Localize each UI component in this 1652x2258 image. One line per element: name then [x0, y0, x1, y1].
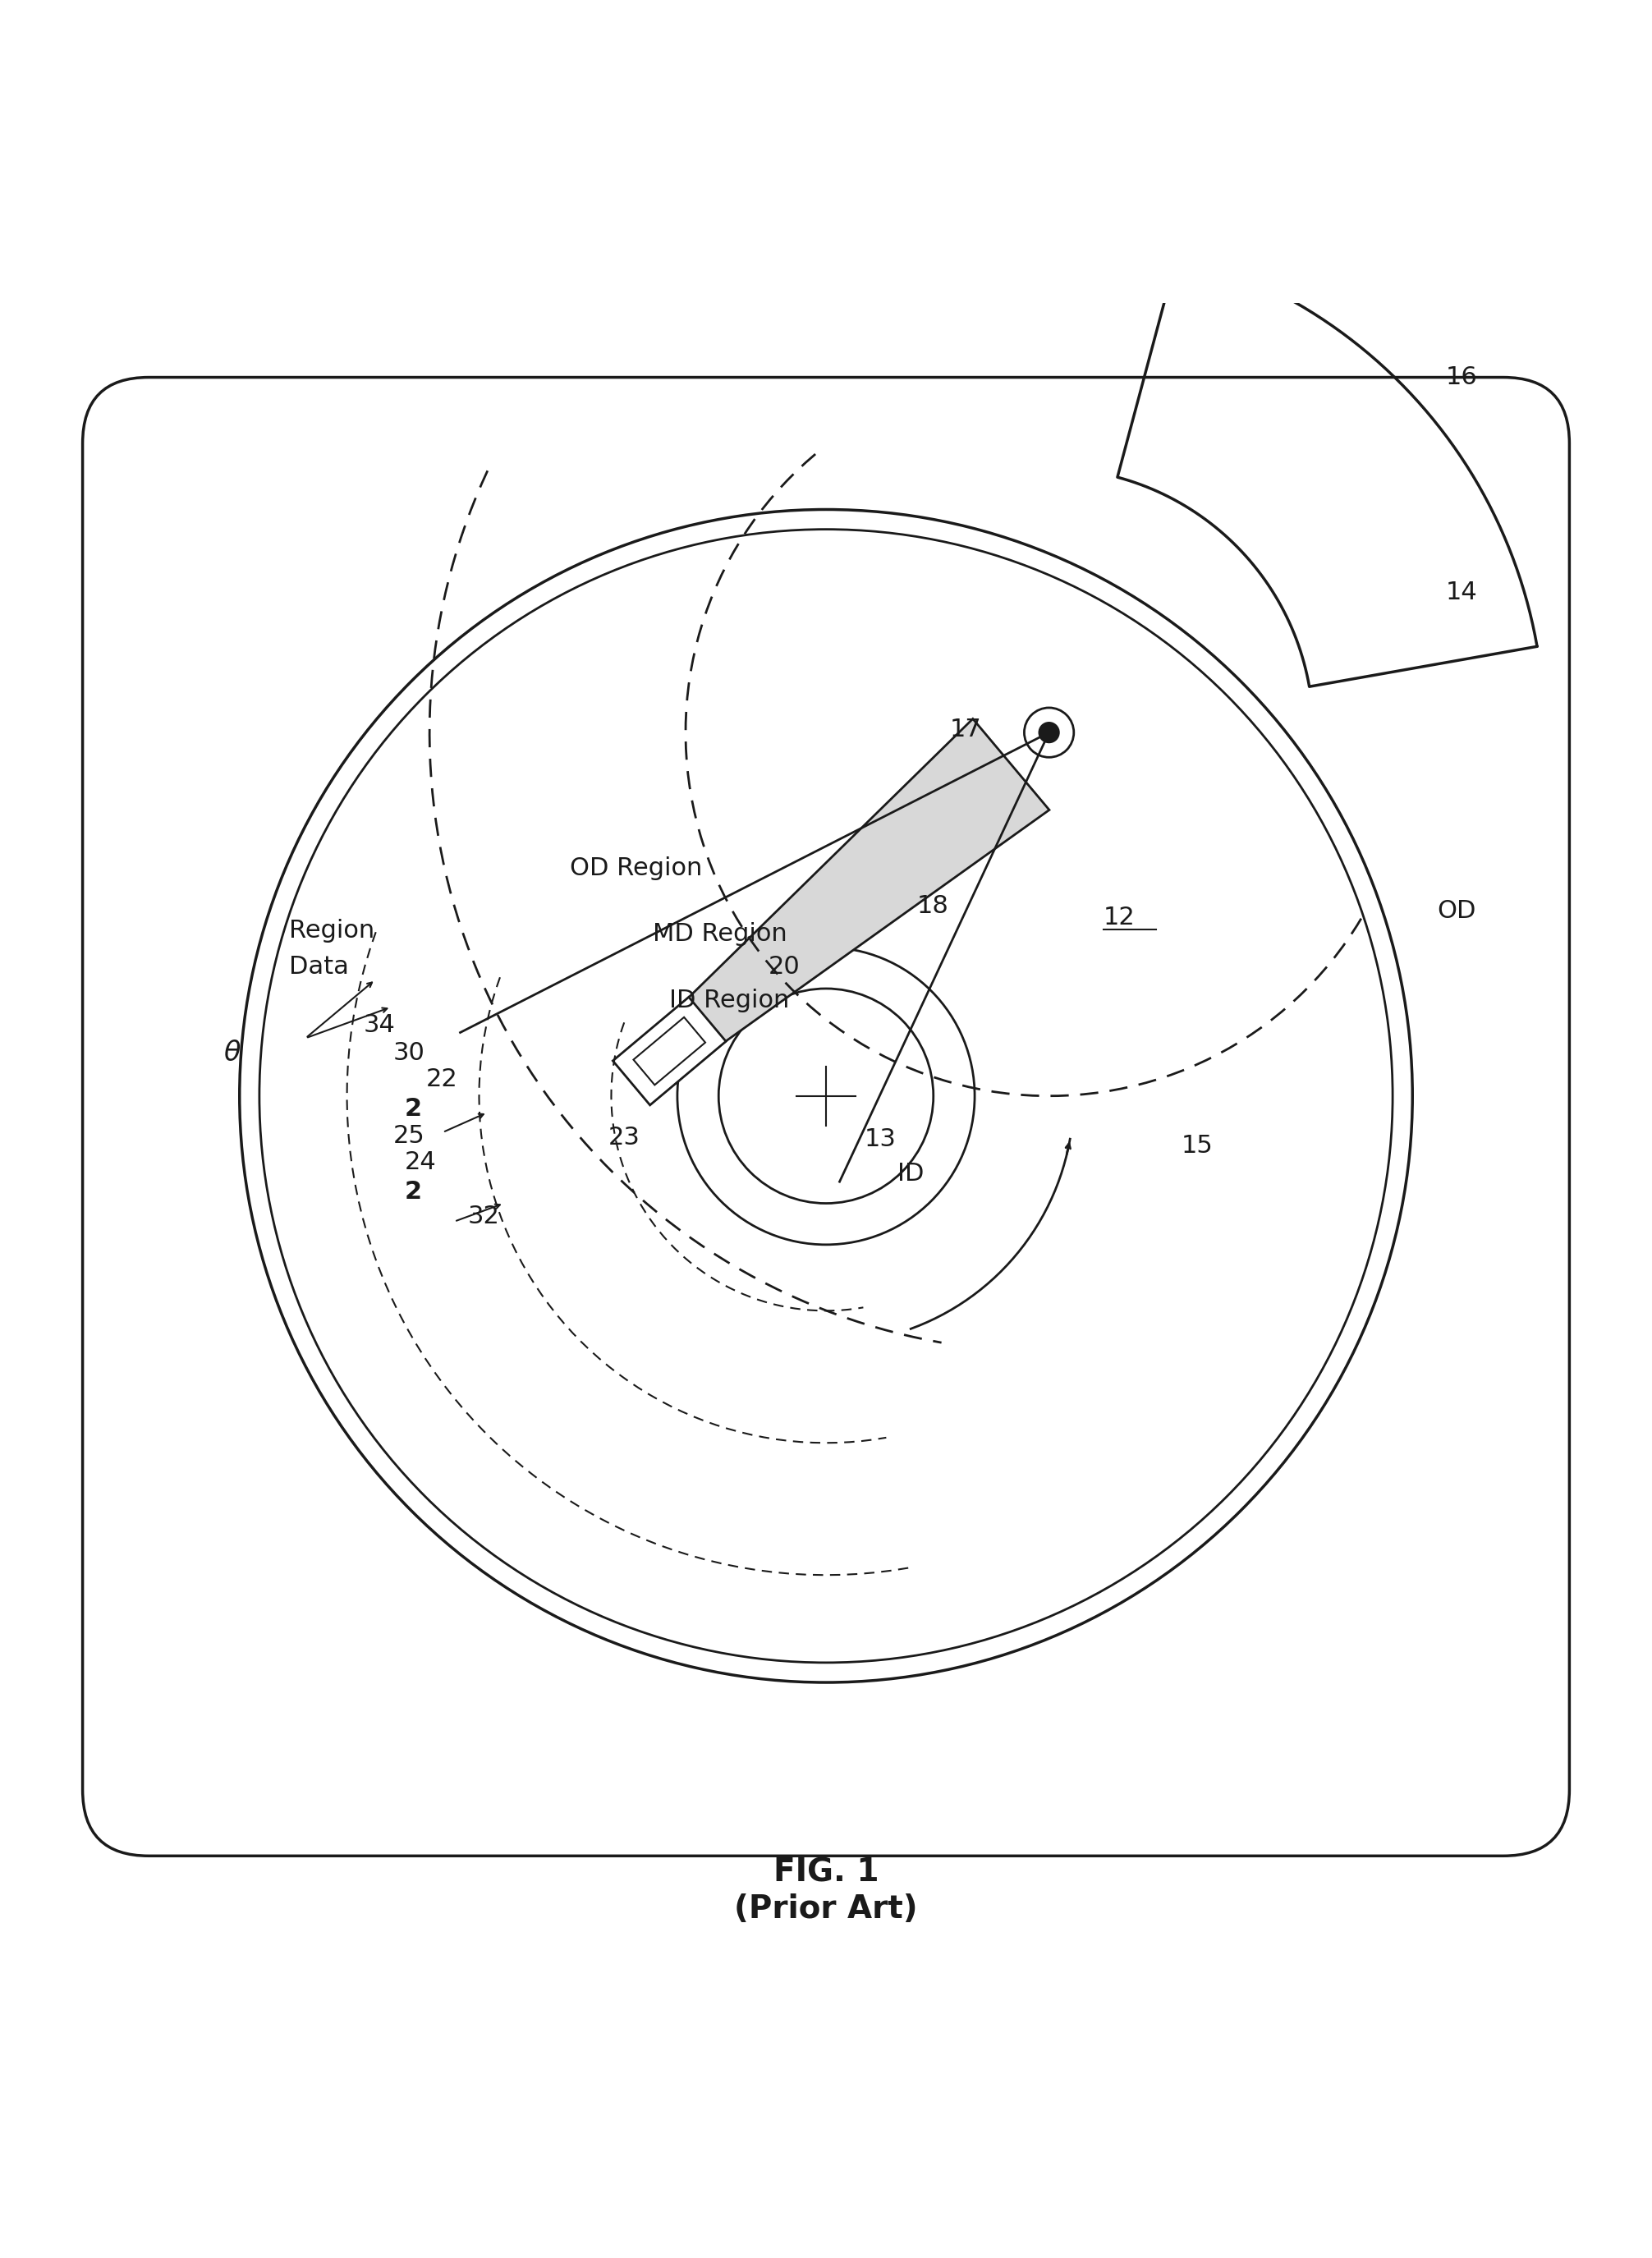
Text: MD Region: MD Region — [653, 921, 786, 946]
Text: 25: 25 — [393, 1124, 425, 1147]
Text: 12: 12 — [1104, 905, 1135, 930]
Text: ID: ID — [897, 1161, 923, 1185]
Text: 34: 34 — [363, 1014, 395, 1036]
Text: 32: 32 — [468, 1206, 499, 1228]
Text: Region: Region — [289, 919, 375, 942]
Text: ID Region: ID Region — [669, 989, 790, 1012]
Text: OD Region: OD Region — [570, 856, 702, 881]
Text: $\theta$: $\theta$ — [223, 1039, 241, 1066]
Polygon shape — [629, 718, 1049, 1088]
Text: 20: 20 — [768, 955, 800, 980]
Text: 17: 17 — [950, 718, 981, 741]
Text: 22: 22 — [426, 1068, 458, 1091]
Text: Data: Data — [289, 955, 349, 980]
Text: 15: 15 — [1181, 1134, 1213, 1158]
Text: 23: 23 — [608, 1124, 639, 1149]
Text: 14: 14 — [1446, 580, 1477, 603]
Text: FIG. 1: FIG. 1 — [773, 1856, 879, 1888]
Text: OD: OD — [1437, 899, 1477, 924]
FancyBboxPatch shape — [83, 377, 1569, 1856]
Text: 13: 13 — [864, 1127, 895, 1152]
Polygon shape — [633, 1016, 705, 1086]
Text: (Prior Art): (Prior Art) — [733, 1892, 919, 1924]
Polygon shape — [613, 998, 725, 1104]
Text: 2: 2 — [405, 1097, 421, 1120]
Text: 18: 18 — [917, 894, 948, 919]
Text: 30: 30 — [393, 1041, 425, 1066]
Text: 24: 24 — [405, 1149, 436, 1174]
Text: 16: 16 — [1446, 366, 1477, 388]
Circle shape — [1039, 723, 1059, 743]
Text: 2: 2 — [405, 1181, 421, 1204]
